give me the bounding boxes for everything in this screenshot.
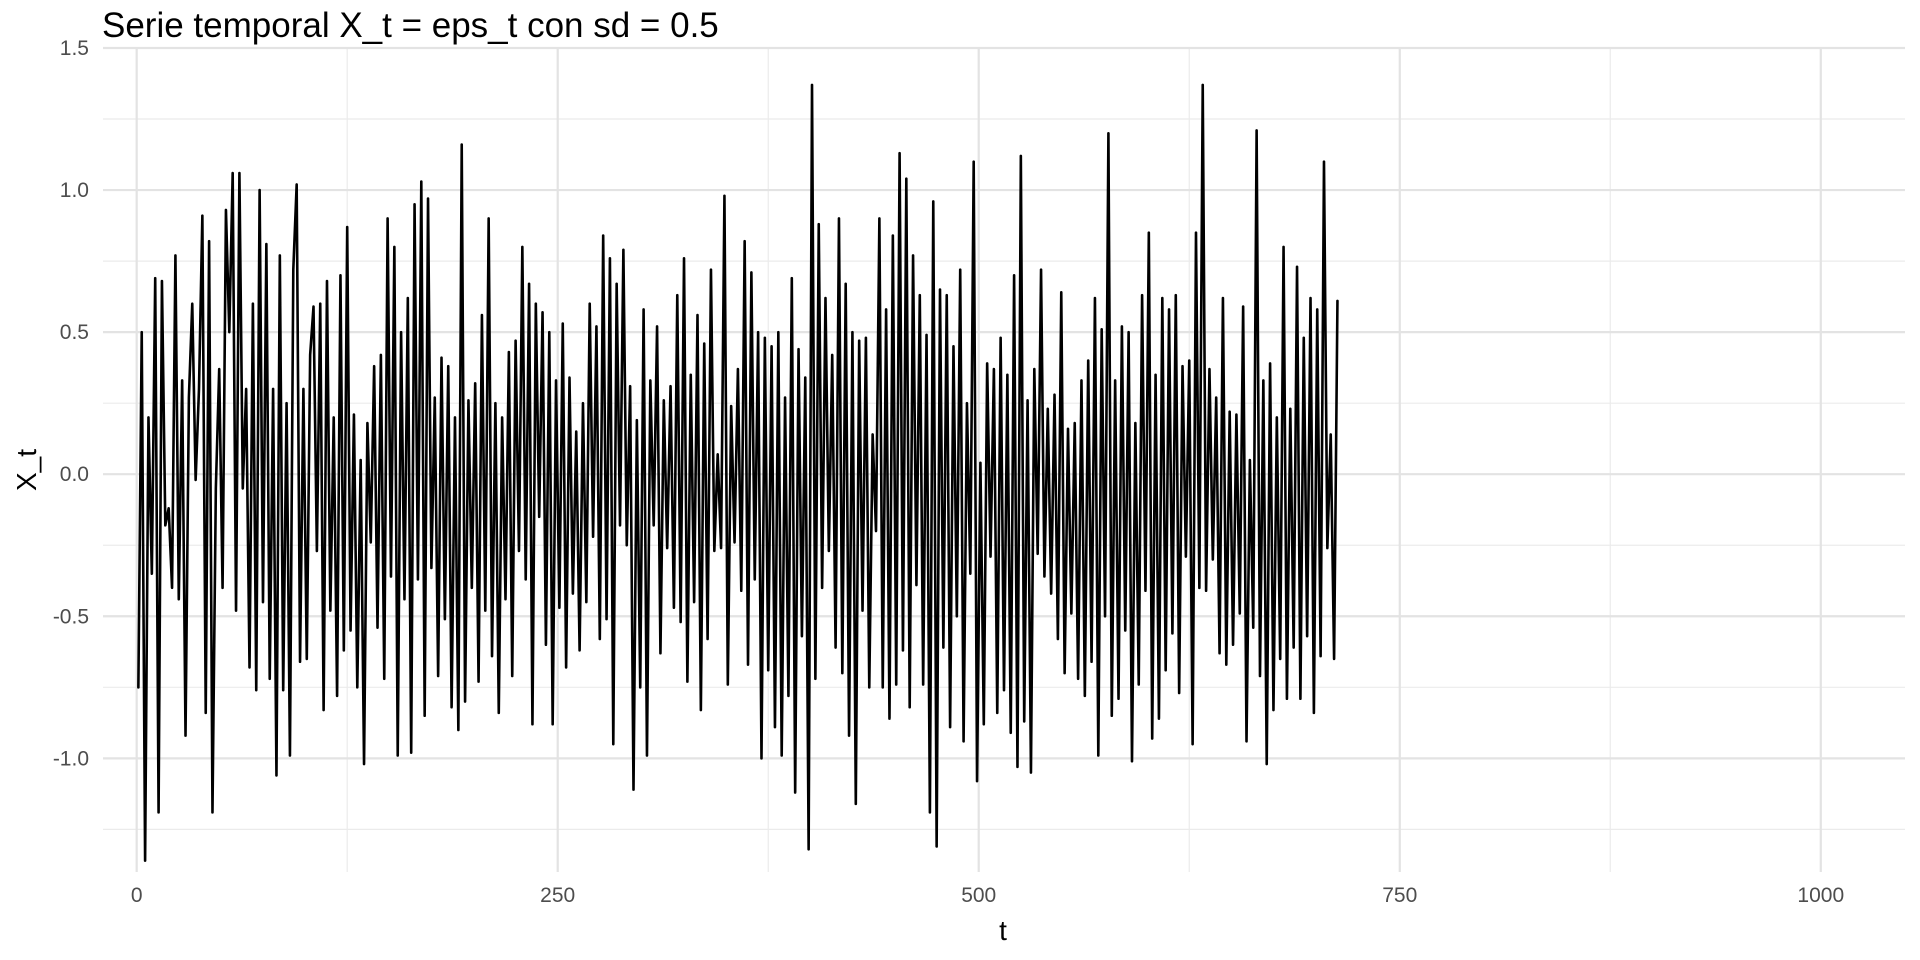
series-line — [137, 83, 1339, 862]
y-tick-label: 1.5 — [60, 37, 89, 60]
y-tick-label: -0.5 — [53, 605, 89, 628]
y-axis-ticks: -1.0 -0.5 0.0 0.5 1.0 1.5 — [53, 37, 89, 770]
x-tick-label: 500 — [961, 884, 996, 907]
chart-title: Serie temporal X_t = eps_t con sd = 0.5 — [102, 6, 719, 45]
x-tick-label: 250 — [540, 884, 575, 907]
y-tick-label: -1.0 — [53, 747, 89, 770]
x-axis-ticks: 0 250 500 750 1000 — [131, 884, 1844, 907]
x-tick-label: 1000 — [1797, 884, 1844, 907]
x-tick-label: 750 — [1382, 884, 1417, 907]
y-tick-label: 0.5 — [60, 321, 89, 344]
x-axis-title: t — [999, 915, 1007, 946]
y-axis-title: X_t — [11, 449, 42, 491]
y-tick-label: 1.0 — [60, 179, 89, 202]
x-tick-label: 0 — [131, 884, 143, 907]
series-layer — [137, 83, 1339, 862]
y-tick-label: 0.0 — [60, 463, 89, 486]
